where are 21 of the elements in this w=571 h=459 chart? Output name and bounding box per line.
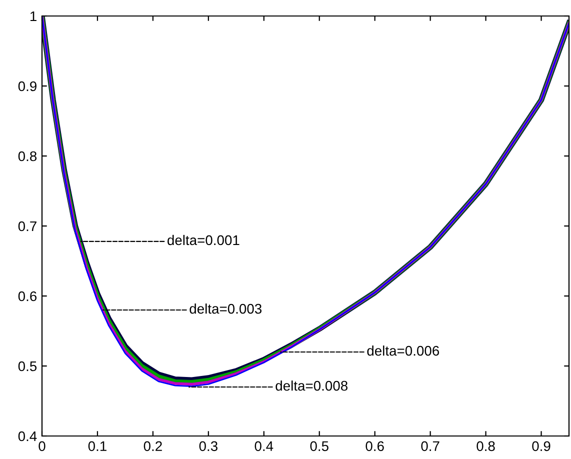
x-tick-label: 0.6 bbox=[366, 441, 384, 452]
x-tick-label: 0.8 bbox=[476, 441, 495, 452]
y-tick-label: 0.8 bbox=[18, 151, 37, 162]
y-tick-label: 0.9 bbox=[18, 81, 36, 92]
x-tick-label: 0.2 bbox=[144, 441, 162, 452]
x-tick-label: 0.7 bbox=[421, 441, 440, 452]
x-tick-label: 0.1 bbox=[88, 441, 106, 452]
x-tick-label: 0.3 bbox=[199, 441, 218, 452]
annotation: delta=0.008 bbox=[276, 380, 348, 391]
y-tick-label: 0.6 bbox=[18, 291, 37, 302]
x-tick-label: 0.5 bbox=[310, 441, 328, 452]
y-tick-label: 0.7 bbox=[18, 221, 36, 232]
x-tick-label: 0.4 bbox=[254, 441, 274, 452]
x-tick-label: 0.9 bbox=[532, 441, 550, 452]
y-tick-label: 0.4 bbox=[18, 431, 37, 442]
y-tick-label: 1 bbox=[30, 11, 36, 22]
annotation: delta=0.003 bbox=[190, 304, 262, 314]
annotation: delta=0.001 bbox=[168, 234, 240, 246]
y-tick-label: 0.5 bbox=[18, 361, 37, 372]
x-tick-label: 0 bbox=[38, 441, 46, 452]
annotation: delta=0.006 bbox=[367, 346, 440, 356]
